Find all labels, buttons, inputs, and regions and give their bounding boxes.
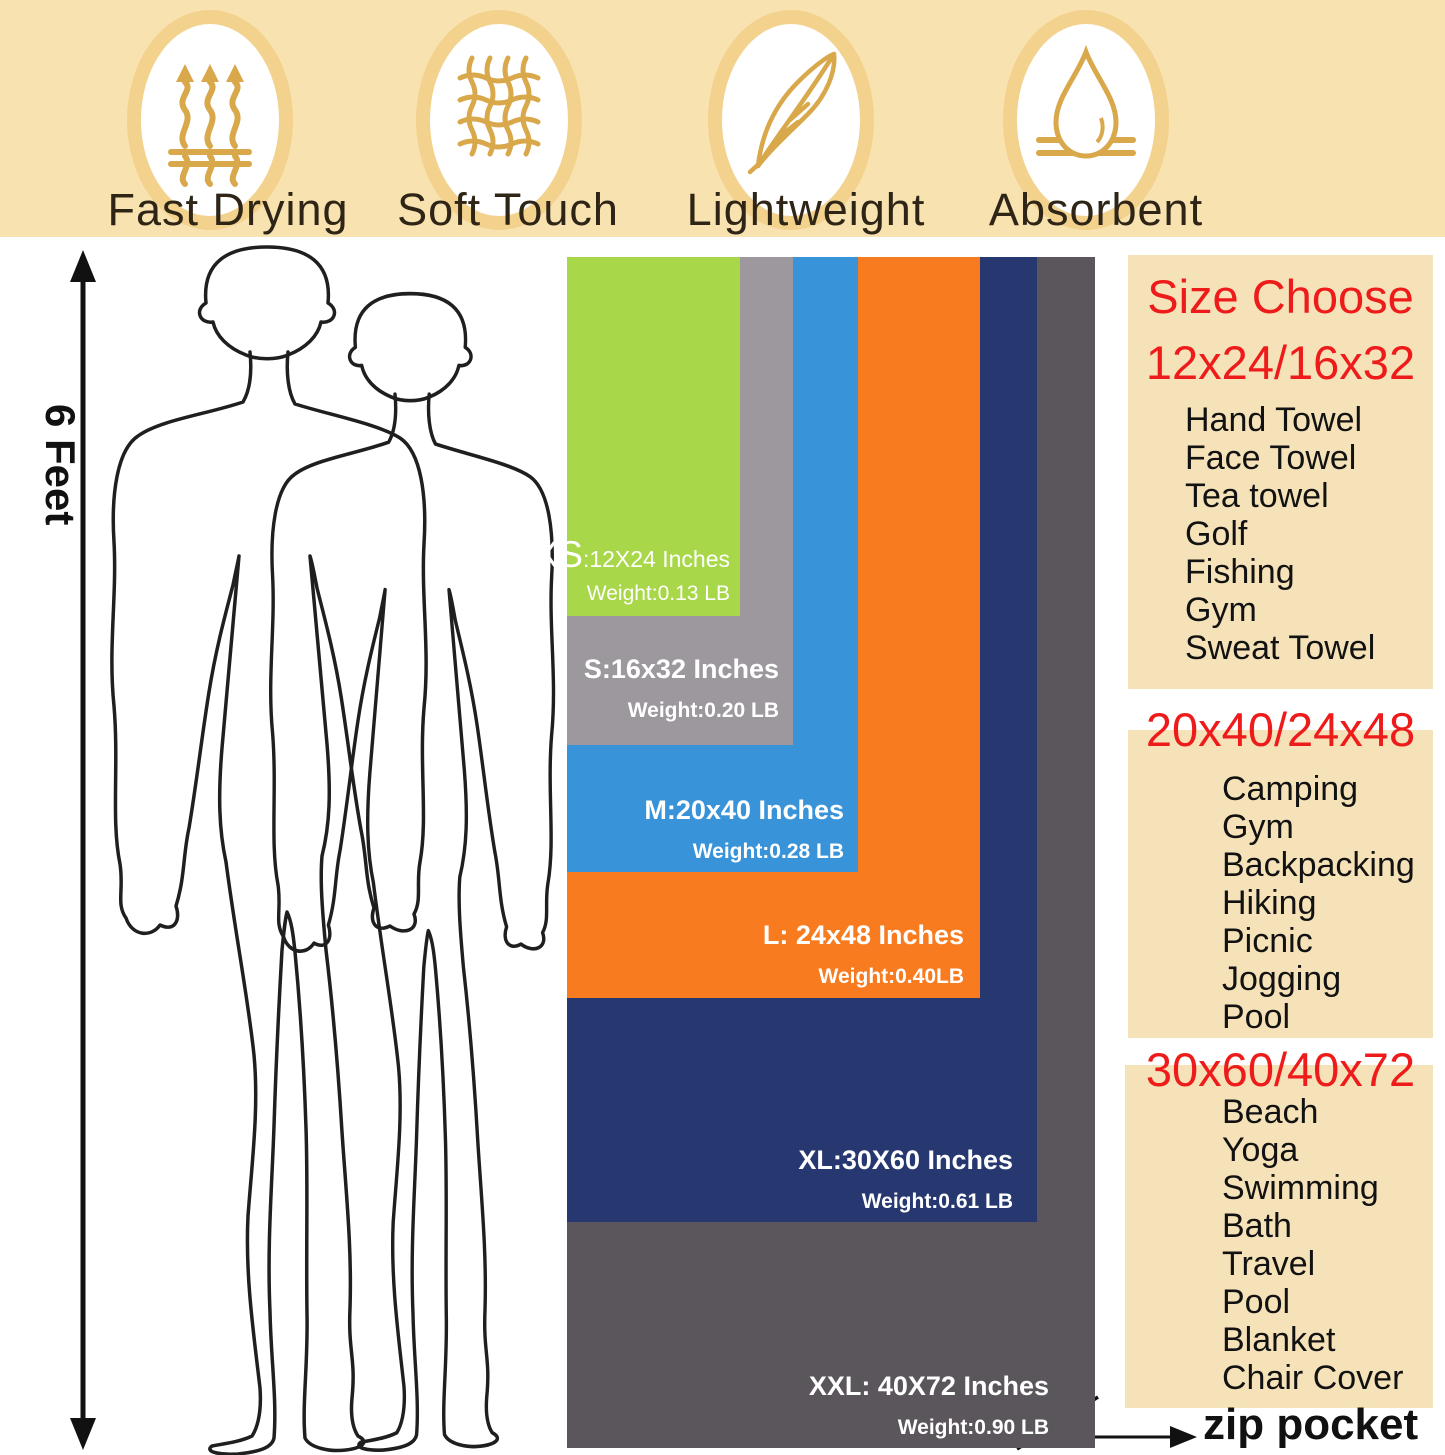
towel-rect-label: S:16x32 Inches Weight:0.20 LB	[583, 654, 779, 722]
use-item: Backpacking	[1222, 846, 1415, 884]
use-item: Tea towel	[1185, 477, 1329, 515]
feature-fast-drying: Fast Drying	[107, 0, 348, 235]
use-item: Picnic	[1222, 922, 1313, 960]
towel-rect-label: XL:30X60 Inches Weight:0.61 LB	[798, 1145, 1013, 1213]
use-item: Jogging	[1222, 960, 1342, 998]
use-item: Swimming	[1222, 1169, 1379, 1207]
size-choose-heading: Size Choose	[1147, 270, 1414, 323]
water-drop-icon	[1003, 10, 1169, 230]
use-list-large: Beach Yoga Swimming Bath Travel Pool Blanket Ch…	[1125, 1065, 1433, 1397]
feather-icon	[708, 10, 874, 230]
feature-absorbent: Absorbent	[989, 0, 1202, 235]
use-item: Bath	[1222, 1207, 1292, 1245]
use-item: Blanket	[1222, 1321, 1336, 1359]
feature-banner: Fast Drying Soft Touch Lightweight Absor…	[0, 0, 1445, 237]
use-item: Pool	[1222, 1283, 1291, 1321]
towel-rect-label: XS:12X24 Inches Weight:0.13 LB	[533, 534, 730, 605]
size-group-title-medium: 20x40/24x48	[1145, 703, 1416, 756]
use-item: Chair Cover	[1222, 1359, 1404, 1397]
use-item: Travel	[1222, 1245, 1316, 1283]
use-item: Gym	[1222, 808, 1294, 846]
feature-label: Soft Touch	[397, 184, 619, 235]
feature-label: Fast Drying	[107, 184, 349, 235]
use-item: Hiking	[1222, 884, 1317, 922]
use-item: Hand Towel	[1185, 401, 1363, 439]
feature-lightweight: Lightweight	[687, 0, 924, 235]
use-item: Sweat Towel	[1185, 629, 1376, 667]
fabric-weave-icon	[416, 10, 582, 230]
heat-waves-icon	[127, 10, 293, 230]
zip-pocket-label: zip pocket	[1203, 1400, 1419, 1449]
towel-rect-label: XXL: 40X72 Inches Weight:0.90 LB	[808, 1371, 1049, 1439]
feature-soft-touch: Soft Touch	[397, 0, 618, 235]
size-guide-panel-small: Size Choose 12x24/16x32 Hand Towel Face T…	[1128, 255, 1433, 689]
use-list-medium: Camping Gym Backpacking Hiking Picnic Jogging…	[1128, 730, 1433, 1036]
use-item: Fishing	[1185, 553, 1295, 591]
woman-silhouette	[269, 291, 556, 1452]
height-label: 6 Feet	[37, 404, 84, 526]
size-guide-panel-large: Beach Yoga Swimming Bath Travel Pool Blanket Ch…	[1125, 1065, 1433, 1408]
use-item: Golf	[1185, 515, 1248, 553]
use-item: Pool	[1222, 998, 1291, 1036]
use-list-small: Hand Towel Face Towel Tea towel Golf Fishing…	[1128, 401, 1433, 667]
size-group-title-small: 12x24/16x32	[1145, 336, 1416, 389]
use-item: Gym	[1185, 591, 1257, 629]
towel-rect-label: M:20x40 Inches Weight:0.28 LB	[644, 795, 844, 863]
feature-label: Absorbent	[988, 184, 1204, 235]
size-guide-panel-medium: Camping Gym Backpacking Hiking Picnic Jogging…	[1128, 730, 1433, 1038]
use-item: Face Towel	[1185, 439, 1357, 477]
towel-rect-label: L: 24x48 Inches Weight:0.40LB	[762, 920, 964, 988]
use-item: Yoga	[1222, 1131, 1299, 1169]
man-silhouette	[110, 245, 428, 1455]
feature-label: Lightweight	[686, 184, 926, 235]
use-item: Beach	[1222, 1093, 1319, 1131]
size-group-title-large: 30x60/40x72	[1145, 1043, 1416, 1096]
use-item: Camping	[1222, 770, 1359, 808]
towel-rect-xs: XS:12X24 Inches Weight:0.13 LB	[534, 257, 740, 616]
